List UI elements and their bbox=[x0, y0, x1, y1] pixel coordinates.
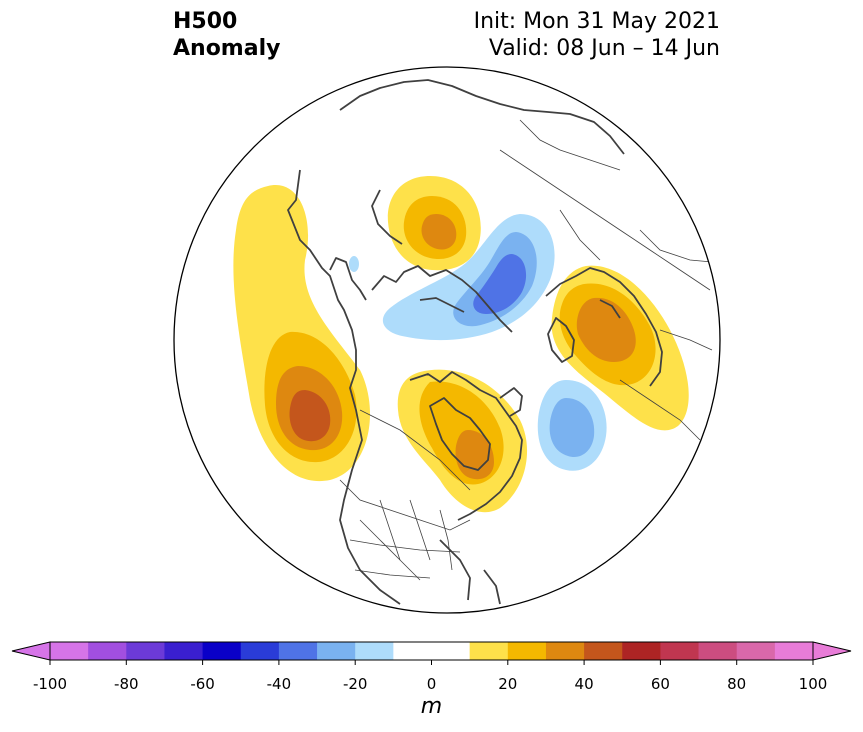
colorbar-cell bbox=[431, 642, 471, 660]
title-right: Init: Mon 31 May 2021 Valid: 08 Jun – 14… bbox=[474, 8, 720, 62]
colorbar-tick-label: 60 bbox=[650, 675, 670, 693]
colorbar-cell bbox=[584, 642, 623, 660]
colorbar-tick-label: 40 bbox=[574, 675, 594, 693]
colorbar-cell bbox=[622, 642, 661, 660]
anomaly-siberian-ridge bbox=[387, 176, 481, 271]
colorbar-tick-label: -100 bbox=[32, 675, 68, 693]
colorbar-tick-label: -80 bbox=[114, 675, 139, 693]
colorbar-cell bbox=[317, 642, 356, 660]
borders bbox=[339, 119, 713, 581]
title-product: Anomaly bbox=[173, 36, 281, 61]
colorbar-tick-label: -40 bbox=[266, 675, 292, 693]
title-left: H500 Anomaly bbox=[173, 8, 280, 62]
valid-range: Valid: 08 Jun – 14 Jun bbox=[488, 36, 720, 61]
polar-map bbox=[173, 66, 721, 614]
colorbar-cell bbox=[393, 642, 432, 660]
title-variable: H500 bbox=[173, 9, 238, 34]
colorbar-tick-label: 80 bbox=[727, 675, 747, 693]
colorbar-cell bbox=[660, 642, 700, 660]
colorbar-tick-label: -20 bbox=[342, 675, 368, 693]
colorbar-tick-label: 0 bbox=[426, 675, 437, 693]
colorbar-cell bbox=[240, 642, 280, 660]
anomaly-atlantic-trough bbox=[537, 380, 607, 471]
colorbar-cell bbox=[50, 642, 89, 660]
anomaly-pacific-ridge bbox=[233, 185, 370, 482]
colorbar-cell bbox=[88, 642, 127, 660]
colorbar-extend-low bbox=[11, 641, 51, 661]
init-date: Init: Mon 31 May 2021 bbox=[473, 9, 720, 34]
colorbar-tick-label: 20 bbox=[498, 675, 518, 693]
colorbar-extend-high bbox=[812, 641, 852, 661]
coastlines bbox=[287, 79, 663, 605]
colorbar-cell bbox=[164, 642, 204, 660]
colorbar-cell bbox=[507, 642, 547, 660]
colorbar-cell bbox=[202, 642, 242, 660]
colorbar-unit: m bbox=[420, 694, 443, 719]
colorbar bbox=[11, 641, 852, 665]
anomaly-europe-ridge bbox=[551, 265, 689, 431]
colorbar-cell bbox=[774, 642, 814, 660]
colorbar-cell bbox=[545, 642, 585, 660]
colorbar-tick-label: -60 bbox=[190, 675, 215, 693]
colorbar-cell bbox=[469, 642, 509, 660]
colorbar-cell bbox=[736, 642, 776, 660]
colorbar-cell bbox=[698, 642, 738, 660]
colorbar-tick-label: 100 bbox=[798, 675, 828, 693]
colorbar-cell bbox=[126, 642, 165, 660]
globe-boundary bbox=[173, 66, 721, 614]
colorbar-cell bbox=[355, 642, 394, 660]
anomaly-arctic-trough bbox=[349, 214, 555, 341]
colorbar-cell bbox=[278, 642, 318, 660]
